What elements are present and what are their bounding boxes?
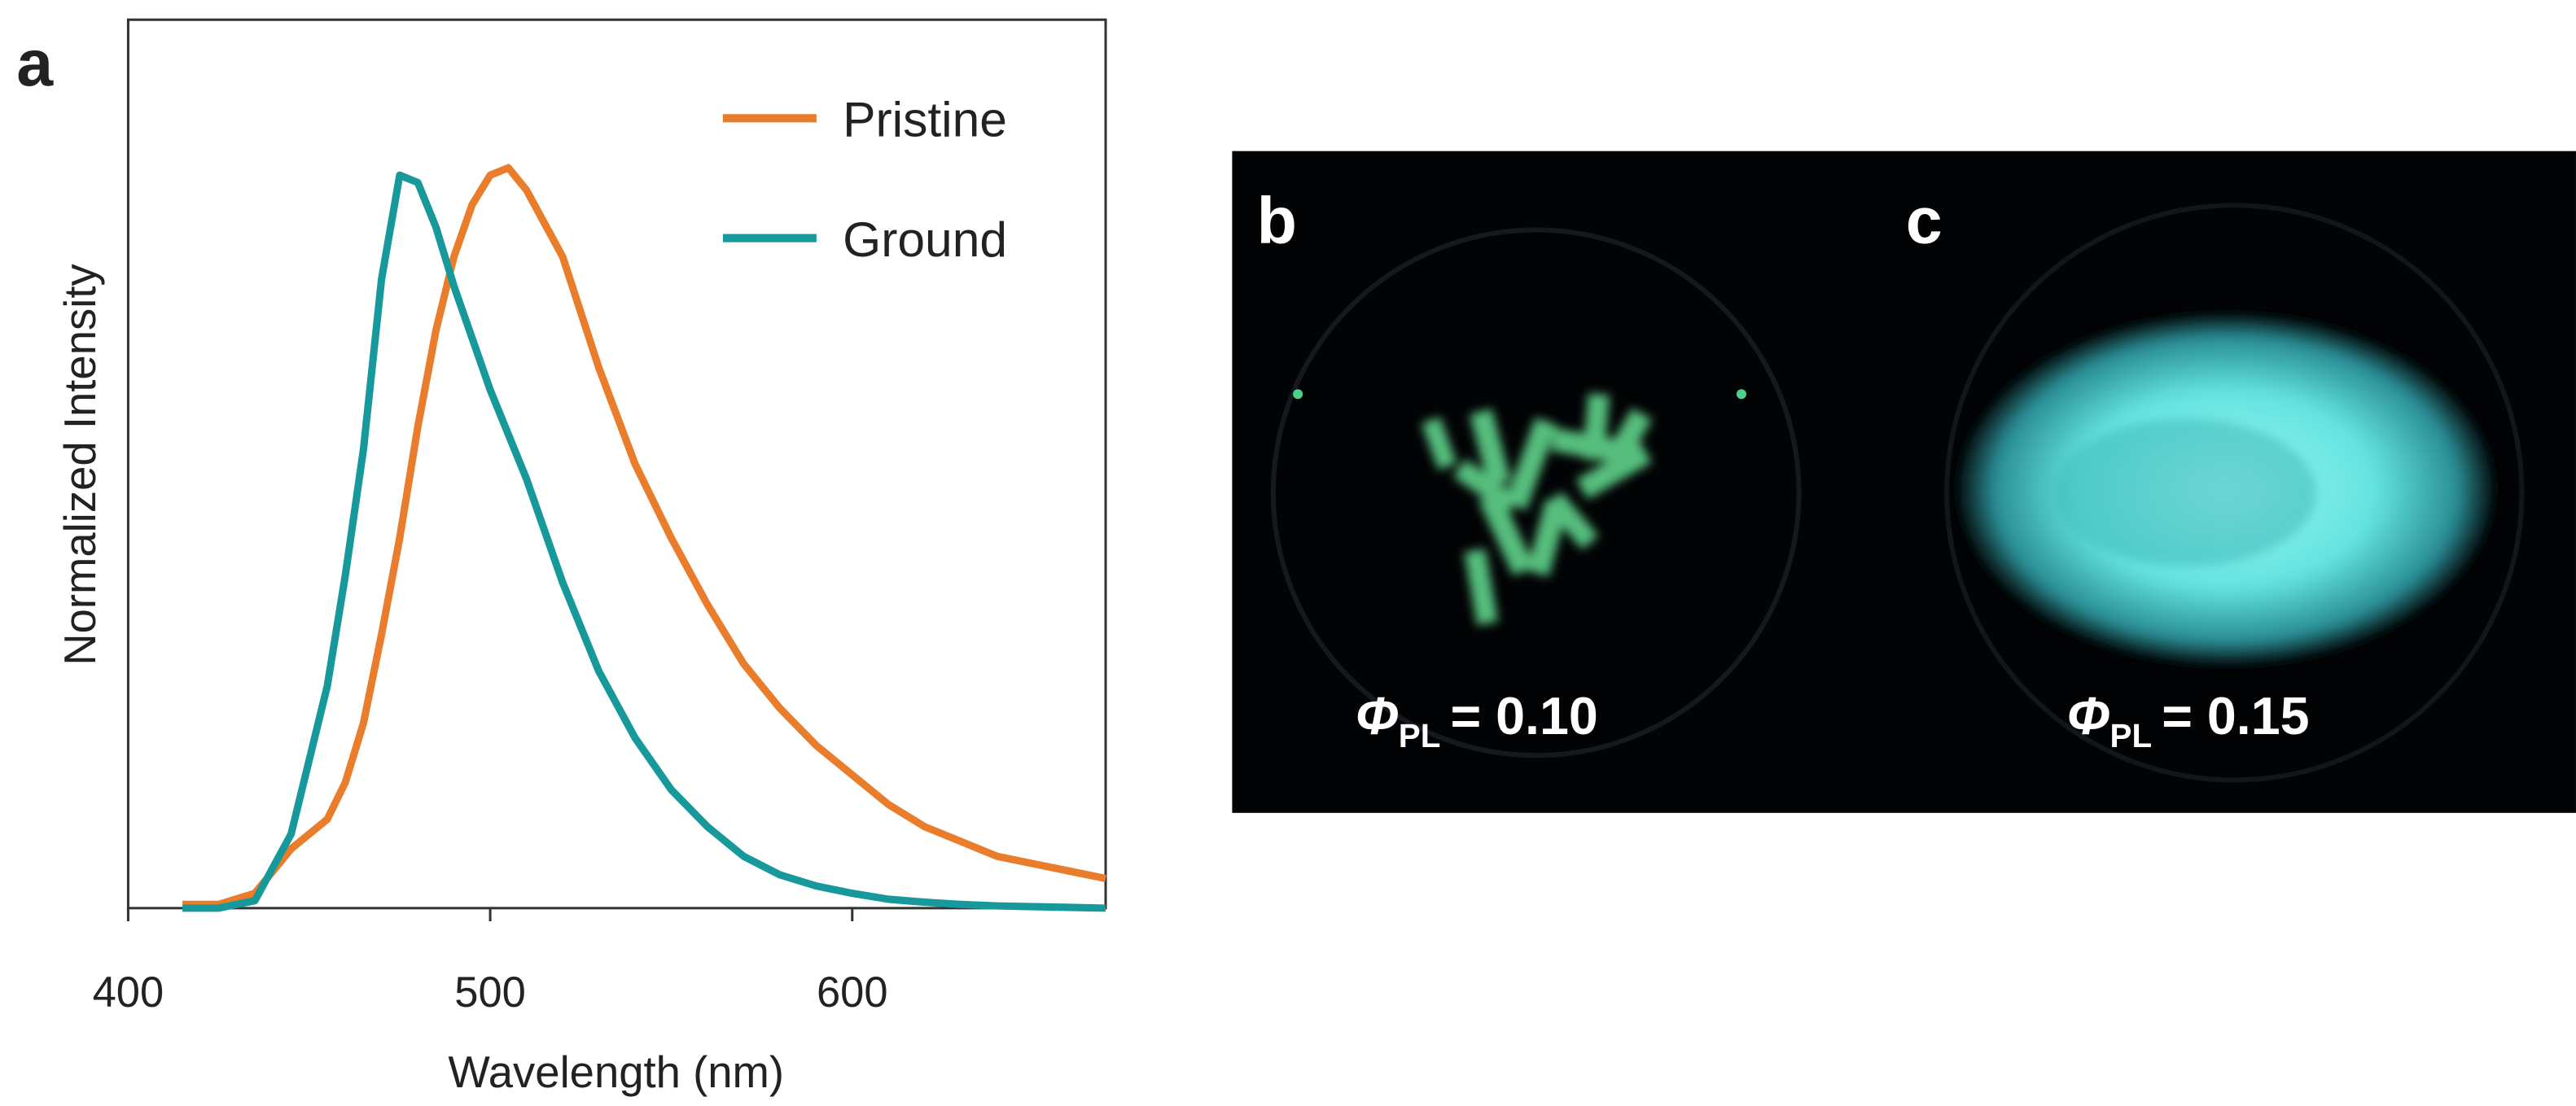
y-axis-label: Normalized Intensity <box>55 264 105 666</box>
annotation: ΦPL = 0.15 <box>2066 687 2309 754</box>
panel-label: b <box>1257 185 1297 258</box>
annotation: ΦPL = 0.10 <box>1356 687 1598 754</box>
x-tick-label: 400 <box>93 969 164 1016</box>
value-text: = 0.15 <box>2162 687 2309 745</box>
value-text: = 0.10 <box>1450 687 1597 745</box>
symbol: Φ <box>2066 687 2109 745</box>
subscript: PL <box>1399 717 1441 754</box>
line-series <box>182 164 1106 908</box>
x-axis-label: Wavelength (nm) <box>448 1047 784 1097</box>
panel-label: c <box>1906 185 1943 258</box>
subscript: PL <box>2110 717 2153 754</box>
photo <box>1232 151 2576 813</box>
symbol: Φ <box>1356 687 1399 745</box>
x-tick-label: 500 <box>454 969 526 1016</box>
legend-label: Pristine <box>843 91 1007 146</box>
line-series <box>182 171 1106 912</box>
legend-label: Ground <box>843 212 1007 267</box>
x-tick-label: 600 <box>817 969 888 1016</box>
plot-frame <box>126 18 1107 910</box>
panel-label: a <box>16 27 54 100</box>
